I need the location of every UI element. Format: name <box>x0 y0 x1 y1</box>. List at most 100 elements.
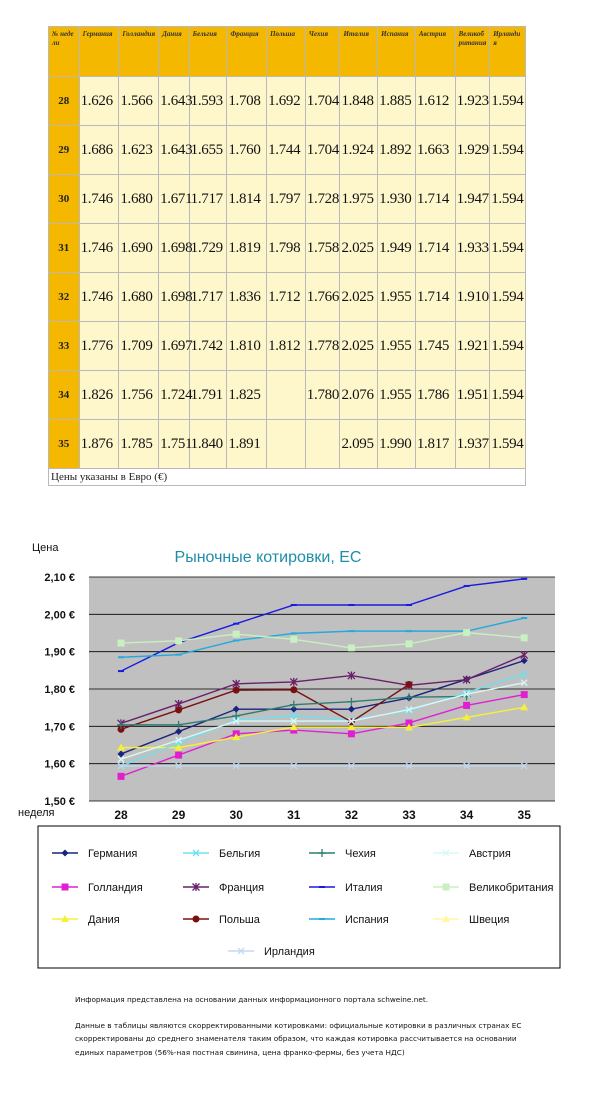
y-tick-label: 2,10 € <box>44 572 75 584</box>
table-header-cell: Дания <box>158 26 190 77</box>
legend-entry: Великобритания <box>433 882 554 894</box>
price-cell: 1.990 <box>377 419 416 469</box>
price-cell: 1.924 <box>339 125 379 175</box>
week-cell: 30 <box>48 174 80 224</box>
price-cell: 1.680 <box>118 272 160 322</box>
data-point <box>289 700 298 709</box>
legend-marker <box>318 849 326 857</box>
table-header-cell: Польша <box>266 26 306 77</box>
legend-marker <box>61 883 69 891</box>
chart-title: Рыночные котировки, ЕС <box>175 549 362 566</box>
data-point <box>175 728 183 736</box>
table-header-cell: Австрия <box>414 26 456 77</box>
price-cell: 1.643 <box>158 125 193 175</box>
table-row: 29 1.686 1.623 1.643 1.655 1.760 1.744 1.704 1.9… <box>48 125 526 175</box>
legend-marker <box>442 849 450 857</box>
legend-box <box>37 825 561 969</box>
y-tick-label: 1,80 € <box>44 684 75 696</box>
week-cell: 33 <box>48 321 80 371</box>
table-header-cell: Италия <box>339 26 379 77</box>
x-tick-label: 31 <box>287 808 301 822</box>
price-cell: 1.594 <box>489 125 526 175</box>
price-cell: 1.812 <box>266 321 306 371</box>
price-cell: 1.686 <box>78 125 120 175</box>
price-table-grid: № недели Германия Голландия Дания Бельгия Фра… <box>48 26 526 486</box>
price-cell: 1.923 <box>454 76 491 126</box>
series-line <box>121 706 525 749</box>
table-row: 33 1.776 1.709 1.697 1.742 1.810 1.812 1.778 2.0… <box>48 321 526 371</box>
price-cell: 1.848 <box>339 76 379 126</box>
table-row: 32 1.746 1.680 1.698 1.717 1.836 1.712 1.766 2.0… <box>48 272 526 322</box>
data-point <box>117 725 125 733</box>
data-point <box>463 690 471 698</box>
price-cell: 1.797 <box>266 174 306 224</box>
price-cell: 2.025 <box>339 321 379 371</box>
price-cell: 1.698 <box>158 272 193 322</box>
series-1 <box>117 691 528 780</box>
price-cell: 1.714 <box>414 174 456 224</box>
price-cell: 1.566 <box>118 76 160 126</box>
price-cell <box>304 419 341 469</box>
data-point <box>232 733 241 741</box>
table-row: 34 1.826 1.756 1.724 1.791 1.825 1.780 2.076 1.9… <box>48 370 526 420</box>
price-cell: 1.798 <box>266 223 306 273</box>
price-cell: 1.785 <box>118 419 160 469</box>
data-point <box>520 691 528 699</box>
week-cell: 32 <box>48 272 80 322</box>
data-point <box>520 634 528 642</box>
data-point <box>347 705 355 713</box>
price-cell: 1.697 <box>158 321 193 371</box>
y-axis-label: Цена <box>32 542 59 554</box>
data-point <box>117 639 125 647</box>
price-cell: 1.663 <box>414 125 456 175</box>
data-point <box>347 671 356 680</box>
legend-marker <box>192 883 200 891</box>
data-point <box>347 697 356 706</box>
data-point <box>520 762 528 770</box>
legend-entry: Польша <box>183 914 261 926</box>
price-cell: 2.076 <box>339 370 379 420</box>
data-point <box>290 717 298 725</box>
y-tick-labels: 1,50 € 1,60 € 1,70 € 1,80 € 1,90 € 2,00 € 2,10… <box>44 572 75 808</box>
series-2 <box>117 703 529 751</box>
series-line <box>120 681 525 760</box>
table-row: 28 1.626 1.566 1.643 1.593 1.708 1.692 1.704 1.8… <box>48 76 526 126</box>
x-tick-labels: 28 29 30 31 32 33 34 35 <box>114 808 531 822</box>
legend-label: Великобритания <box>469 882 554 894</box>
data-point <box>405 693 413 702</box>
legend-entry: Дания <box>52 914 120 926</box>
price-cell: 1.680 <box>118 174 160 224</box>
legend-entry: Испания <box>309 914 389 926</box>
price-cell: 2.025 <box>339 223 379 273</box>
legend-label: Испания <box>345 914 389 926</box>
data-point <box>174 743 183 751</box>
data-point <box>117 743 125 751</box>
data-point <box>347 730 355 738</box>
legend-entry: Франция <box>183 882 264 894</box>
y-tick-label: 1,70 € <box>44 721 75 733</box>
legend-marker <box>61 915 69 922</box>
data-point <box>520 679 528 687</box>
legend-label: Италия <box>345 882 383 894</box>
legend-entry: Чехия <box>309 848 376 860</box>
legend-entry: Ирландия <box>228 946 315 958</box>
x-tick-label: 28 <box>114 808 128 822</box>
price-cell: 1.760 <box>226 125 268 175</box>
series-line <box>120 617 525 658</box>
series-line <box>120 654 525 725</box>
price-cell: 1.751 <box>158 419 193 469</box>
data-point <box>290 762 298 770</box>
price-cell: 1.655 <box>188 125 228 175</box>
price-cell: 1.836 <box>226 272 268 322</box>
series-line <box>120 659 525 755</box>
price-cell: 1.825 <box>226 370 268 420</box>
series-line <box>120 693 525 778</box>
price-cell: 1.690 <box>118 223 160 273</box>
price-cell: 2.025 <box>339 272 379 322</box>
price-cell: 1.708 <box>226 76 268 126</box>
y-tick-label: 2,00 € <box>44 609 75 621</box>
price-cell: 1.791 <box>188 370 228 420</box>
series-10 <box>117 629 528 652</box>
data-point <box>175 736 183 744</box>
price-cell: 1.885 <box>377 76 416 126</box>
